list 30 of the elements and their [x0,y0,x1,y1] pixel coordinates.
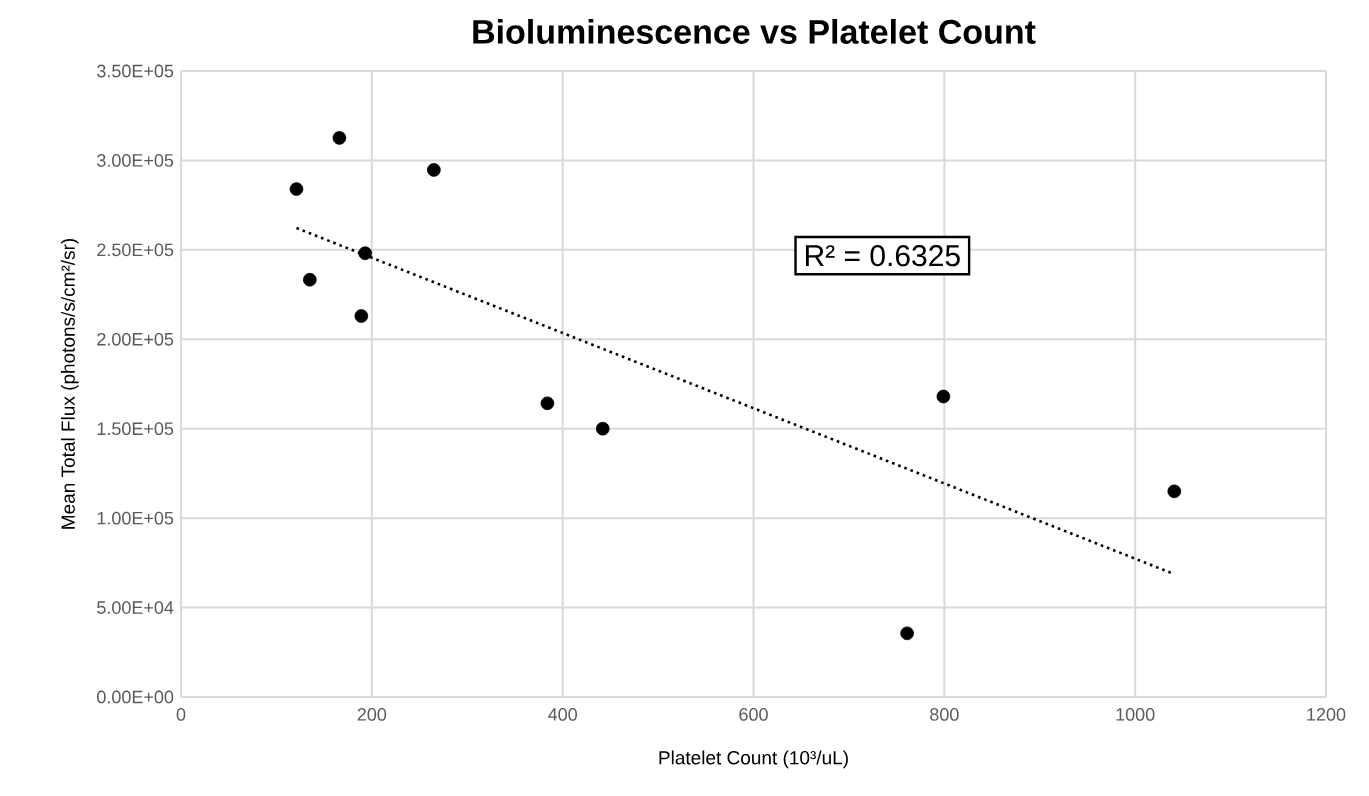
point [332,131,347,145]
y-tick-label: 2.50E+05 [97,243,174,257]
x-tick-label: 1000 [1116,708,1155,721]
point [1167,484,1182,499]
y-tick-label: 1.50E+05 [97,422,174,436]
x-tick-label: 200 [357,708,387,721]
x-tick-label: 1200 [1307,708,1346,721]
y-tick-label: 5.00E+04 [97,601,174,614]
x-tick-label: 400 [548,708,577,721]
x-tick-label: 0 [176,708,186,721]
x-tick-label: 800 [930,708,959,721]
point [289,182,304,196]
point [900,626,914,641]
y-tick-label: 2.00E+05 [97,332,174,346]
chart-title: Bioluminescence vs Platelet Count [473,18,1036,44]
point [354,309,369,323]
y-axis-title: Mean Total Flux (photons/s/cm²/sr) [60,238,79,529]
point [595,421,610,436]
annotation: R² = 0.6325 [805,245,960,267]
point [427,163,441,177]
y-tick-label: 3.00E+05 [97,154,174,167]
x-tick-label: 600 [739,708,768,721]
x-axis-title: Platelet Count (10³/uL) [659,750,848,769]
y-tick-label: 0.00E+00 [97,690,174,704]
point [358,246,372,261]
point [936,389,951,404]
y-tick-label: 1.00E+05 [97,511,174,525]
point [303,272,317,287]
y-tick-label: 3.50E+05 [97,64,174,78]
point [540,396,555,411]
